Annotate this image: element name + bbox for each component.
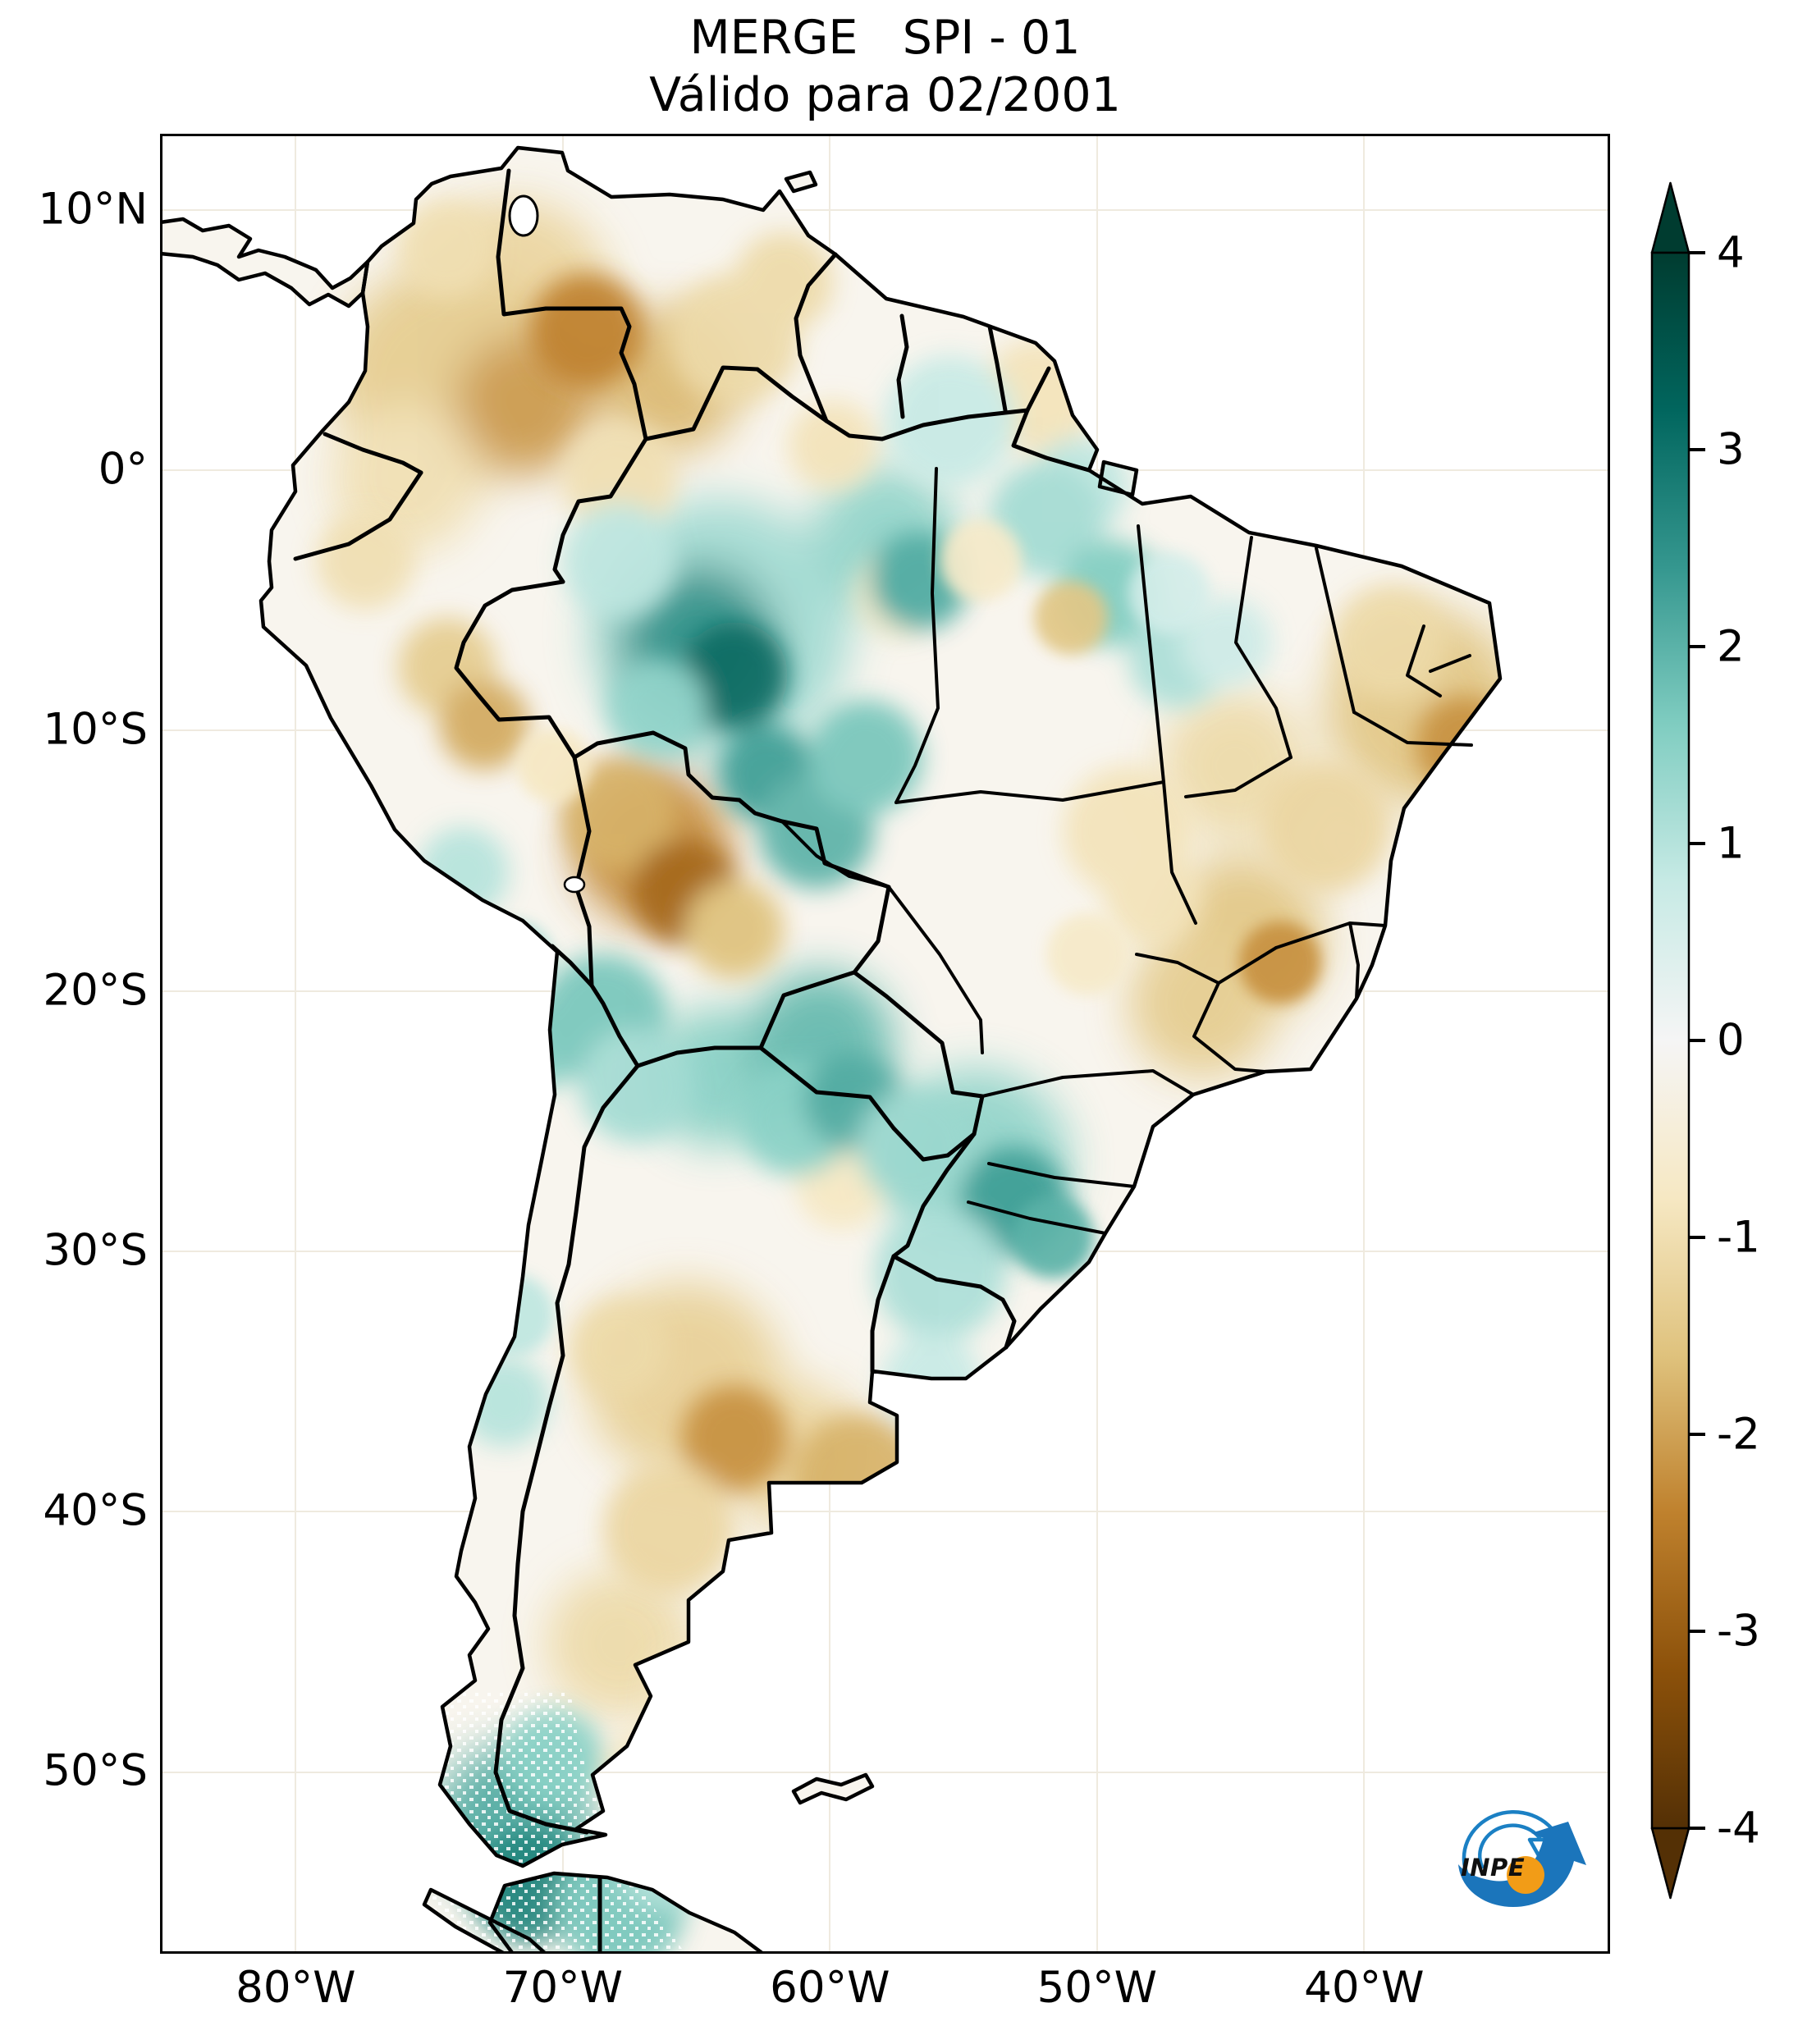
coastline-outline xyxy=(160,145,1503,1954)
spi-anomaly-blob xyxy=(874,1209,1005,1340)
spi-anomaly-blob xyxy=(607,659,706,757)
lat-tick-label: 10°S xyxy=(43,704,148,755)
spi-anomaly-blob xyxy=(1104,848,1202,946)
spi-anomaly-blob xyxy=(1334,585,1448,700)
colorbar-tick-label: -4 xyxy=(1717,1804,1760,1854)
spi-anomaly-blob xyxy=(570,1299,669,1397)
inpe-logo: INPE xyxy=(1458,1810,1586,1907)
colorbar-tick-labels: 4 3 2 1 0 -1 -2 -3 -4 xyxy=(1717,228,1760,1854)
colorbar-arrow-bottom xyxy=(1650,1827,1690,1900)
spi-anomaly-blob xyxy=(1239,921,1321,1004)
colorbar-tick-label: -2 xyxy=(1717,1410,1760,1460)
spi-anomaly-blob xyxy=(788,400,878,491)
colorbar-arrow-top xyxy=(1650,181,1690,254)
spi-anomaly-blob xyxy=(685,880,784,979)
spi-anomaly-blob xyxy=(681,1385,788,1492)
spi-anomaly-blob xyxy=(808,700,923,815)
spi-anomaly-blob xyxy=(562,503,677,618)
lake-titicaca xyxy=(563,876,586,894)
spi-anomaly-blob xyxy=(517,729,591,803)
spi-anomaly-blob xyxy=(734,232,833,331)
colorbar-tick-label: 2 xyxy=(1717,622,1745,672)
spi-anomaly-blob xyxy=(1012,1196,1094,1278)
colorbar-tick-label: 4 xyxy=(1717,228,1745,278)
colorbar-tick-label: 3 xyxy=(1717,425,1745,475)
lake-maracaibo xyxy=(508,194,539,237)
spi-anomaly-blob xyxy=(398,199,496,298)
south-america-spi-map xyxy=(160,134,1610,1954)
logo-swirl-outer-arc xyxy=(1462,1810,1562,1877)
title-line-2: Válido para 02/2001 xyxy=(649,67,1121,122)
spi-anomaly-blob xyxy=(681,622,788,729)
lat-tick-label: 40°S xyxy=(43,1485,148,1536)
spi-anomaly-blob xyxy=(1046,913,1128,995)
brazil-state-borders xyxy=(780,467,1473,1235)
spi-anomaly-blob xyxy=(529,273,644,388)
lon-tick-label: 60°W xyxy=(770,1963,890,2013)
colorbar-tick-label: -3 xyxy=(1717,1607,1760,1657)
inpe-logo-mark: INPE xyxy=(1458,1810,1586,1907)
spi-anomaly-blob xyxy=(316,511,414,610)
title-line-1: MERGE SPI - 01 xyxy=(689,11,1081,65)
colorbar-gradient-bar xyxy=(1650,251,1690,1830)
lon-tick-label: 70°W xyxy=(502,1963,624,2013)
lon-tick-label: 40°W xyxy=(1304,1963,1425,2013)
lon-tick-label: 50°W xyxy=(1036,1963,1158,2013)
logo-orange-ball xyxy=(1507,1856,1544,1894)
chart-title: MERGE SPI - 01 Válido para 02/2001 xyxy=(160,10,1610,124)
lat-tick-label: 20°S xyxy=(43,964,148,1015)
spi-anomaly-blob xyxy=(1260,761,1391,893)
inpe-logo-text: INPE xyxy=(1461,1854,1525,1882)
spi-anomaly-blob xyxy=(1128,552,1210,634)
colorbar-ticks xyxy=(1689,251,1705,1830)
lat-tick-label: 30°S xyxy=(43,1225,148,1276)
spi-anomaly-blob xyxy=(439,679,529,770)
spi-anomaly-blob xyxy=(940,519,1022,601)
logo-swoosh-arrow xyxy=(1458,1822,1586,1907)
colorbar: 4 3 2 1 0 -1 -2 -3 -4 xyxy=(1650,181,1760,1900)
spi-anomaly-blob xyxy=(1128,930,1276,1077)
spi-anomaly-blob xyxy=(603,1463,734,1594)
lon-tick-label: 80°W xyxy=(236,1963,356,2013)
spi-anomaly-blob xyxy=(562,757,677,872)
lat-tick-label: 10°N xyxy=(38,183,148,234)
lat-tick-label: 50°S xyxy=(43,1745,148,1796)
spi-anomaly-blob xyxy=(1034,581,1108,655)
plot-frame xyxy=(160,134,1610,1954)
lat-tick-label: 0° xyxy=(98,444,148,495)
colorbar-tick-label: 1 xyxy=(1717,819,1745,869)
colorbar-tick-label: 0 xyxy=(1717,1016,1745,1066)
colorbar-tick-label: -1 xyxy=(1717,1213,1760,1263)
